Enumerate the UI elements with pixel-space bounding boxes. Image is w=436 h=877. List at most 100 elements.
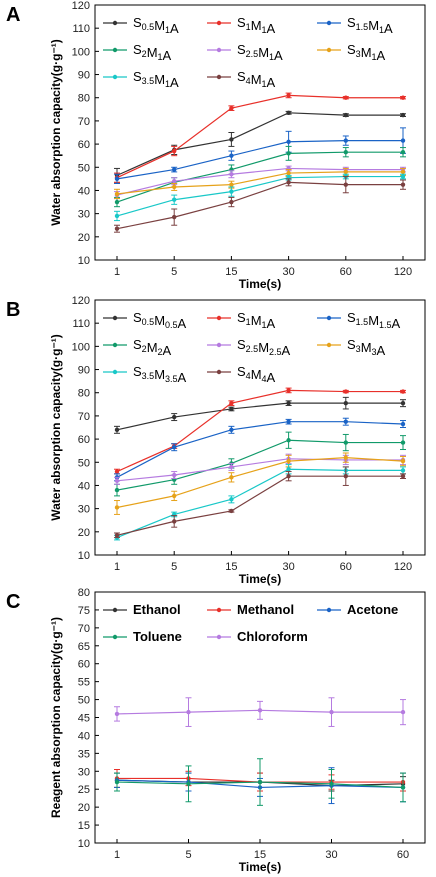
data-point <box>114 191 120 197</box>
y-tick-label: 65 <box>78 641 90 653</box>
legend-label-part: M <box>368 313 379 328</box>
legend-label-part: A <box>170 21 179 36</box>
legend-label-part: S <box>237 310 246 325</box>
legend-item: S1.5M1.5A <box>317 310 401 331</box>
legend-label-part: A <box>274 48 283 63</box>
data-point <box>343 169 348 175</box>
y-tick-label: 120 <box>72 295 90 307</box>
series-2 <box>114 127 406 184</box>
data-point <box>400 169 406 175</box>
series-line <box>116 468 403 539</box>
data-point <box>114 505 120 510</box>
series-4 <box>114 165 406 200</box>
data-point <box>343 182 348 187</box>
data-point <box>400 468 406 473</box>
data-point <box>172 148 177 154</box>
data-point <box>229 105 234 111</box>
data-point <box>400 473 406 479</box>
legend-label-part: M <box>251 72 262 87</box>
y-tick-label: 100 <box>72 46 90 58</box>
legend-label-part: M <box>154 18 165 33</box>
legend-label-part: M <box>147 45 158 60</box>
series-line <box>116 439 403 491</box>
legend-label-subscript: 2 <box>158 347 163 357</box>
legend-label: S0.5M1A <box>133 15 179 36</box>
legend-label: S0.5M0.5A <box>133 310 187 331</box>
y-tick-label: 75 <box>78 605 90 617</box>
data-point <box>400 400 406 406</box>
data-point <box>400 785 406 790</box>
legend-label-part: M <box>361 45 372 60</box>
x-tick-label: 5 <box>185 849 191 861</box>
y-tick-label: 110 <box>72 318 90 330</box>
legend-label-subscript: 1 <box>262 320 267 330</box>
legend-marker <box>216 607 222 613</box>
data-point <box>286 139 291 144</box>
legend-label-part: A <box>282 343 291 358</box>
legend-label: S2M2A <box>133 337 172 358</box>
data-point <box>343 389 348 394</box>
data-point <box>114 226 120 231</box>
x-tick-label: 60 <box>340 561 352 573</box>
y-axis-title: Water absorption capacity(g·g⁻¹) <box>49 334 63 521</box>
legend-label-part: S <box>133 69 142 84</box>
data-point <box>172 519 177 524</box>
legend-marker <box>326 47 332 53</box>
legend-label-part: M <box>147 340 158 355</box>
data-point <box>257 779 263 785</box>
series-line <box>116 457 404 509</box>
legend-label-subscript: 2 <box>142 344 147 354</box>
legend-item: S2M1A <box>103 42 172 63</box>
x-tick-label: 5 <box>171 561 177 573</box>
data-point <box>114 176 120 182</box>
legend-item: Methanol <box>207 602 294 617</box>
legend-label-part: M <box>361 340 372 355</box>
x-axis-title: Time(s) <box>239 572 281 586</box>
legend-label-subscript: 2.5 <box>269 347 282 357</box>
legend-label-subscript: 3 <box>356 344 361 354</box>
series-2 <box>114 417 406 482</box>
data-point <box>343 455 348 460</box>
legend-label-subscript: 1 <box>262 25 267 35</box>
series-1 <box>114 92 406 183</box>
legend-label: S1M1A <box>237 15 276 36</box>
data-point <box>286 388 291 393</box>
legend-label-subscript: 4 <box>246 371 251 381</box>
legend-marker <box>326 315 332 321</box>
data-point <box>343 138 348 143</box>
legend-label-part: A <box>392 316 401 331</box>
y-tick-label: 80 <box>78 388 90 400</box>
data-point <box>286 473 291 479</box>
y-tick-label: 70 <box>78 623 90 635</box>
data-point <box>400 458 406 464</box>
data-point <box>343 419 348 424</box>
data-point <box>114 213 120 219</box>
series-7 <box>114 176 406 233</box>
legend-label-part: S <box>237 337 246 352</box>
x-axis-title: Time(s) <box>239 860 281 874</box>
y-tick-label: 30 <box>78 504 90 516</box>
y-tick-label: 70 <box>78 411 90 423</box>
data-point <box>343 440 348 445</box>
legend-label-part: M <box>251 367 262 382</box>
legend-item: S3M1A <box>317 42 386 63</box>
legend-marker <box>216 315 222 321</box>
legend-item: S1.5M1A <box>317 15 393 36</box>
x-tick-label: 15 <box>254 849 266 861</box>
legend-label-part: M <box>251 18 262 33</box>
data-point <box>172 493 177 499</box>
legend-marker <box>216 74 222 80</box>
data-point <box>400 138 406 143</box>
legend-label-part: S <box>347 42 356 57</box>
series-5 <box>114 452 406 515</box>
data-point <box>172 178 177 184</box>
data-point <box>114 711 120 717</box>
series-6 <box>114 173 406 222</box>
y-tick-label: 70 <box>78 116 90 128</box>
x-tick-label: 15 <box>225 561 237 573</box>
series-4 <box>114 697 406 727</box>
series-line <box>116 167 403 196</box>
legend-label-subscript: 3 <box>372 347 377 357</box>
